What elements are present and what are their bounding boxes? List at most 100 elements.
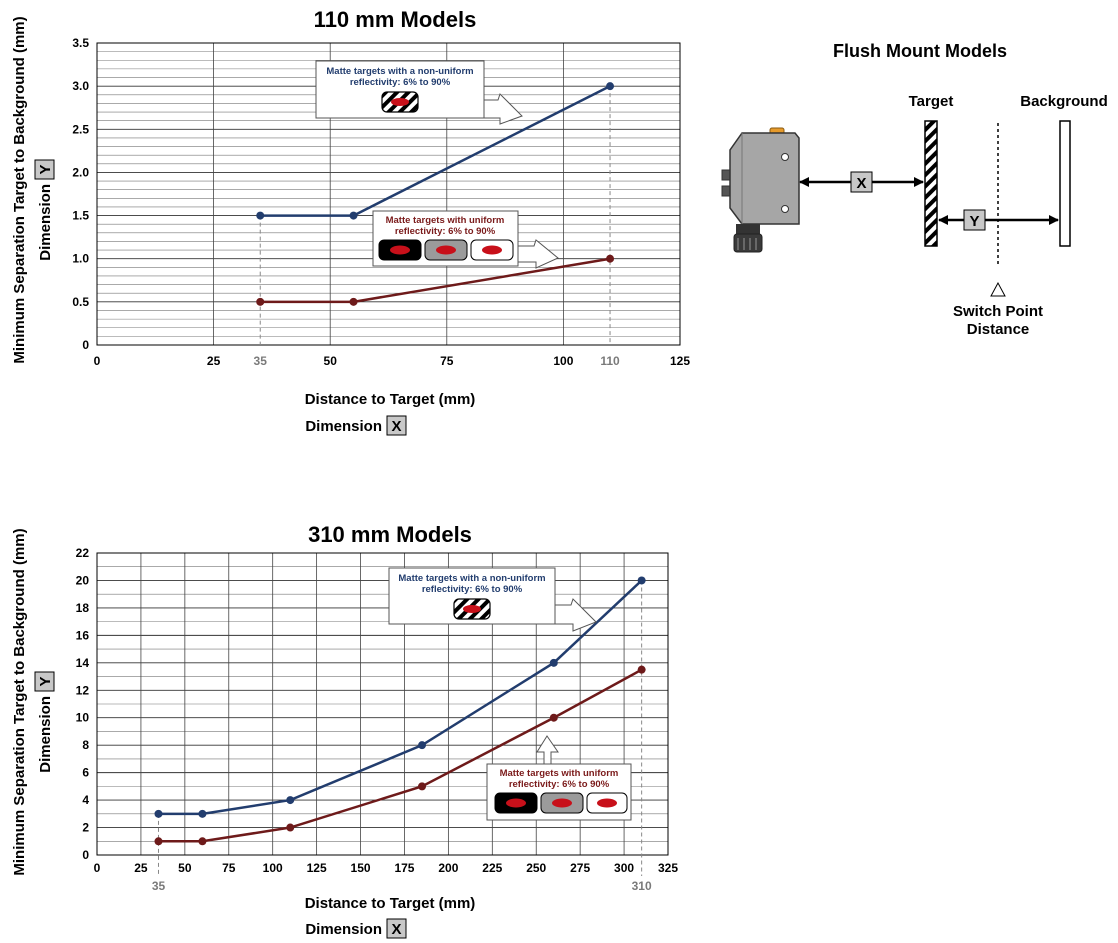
y-tick-label: 0: [82, 338, 89, 352]
x-extra-tick-label: 310: [632, 879, 652, 893]
x-tick-label: 175: [394, 861, 414, 875]
series-0-point: [637, 576, 646, 585]
callout-line-1: Matte targets with a non-uniform: [326, 66, 473, 77]
x-dimension-letter: X: [856, 175, 866, 192]
series-line-0: [158, 579, 643, 816]
sensor-side-button-icon: [721, 169, 731, 181]
x-tick-label: 150: [351, 861, 371, 875]
series-1-point: [198, 837, 207, 846]
x-tick-label: 25: [134, 861, 148, 875]
series-0-point: [418, 741, 427, 750]
x-tick-label: 0: [94, 354, 101, 368]
y-dimension-box: [963, 209, 986, 231]
diagram-target-label: Target: [909, 93, 954, 110]
light-spot-icon: [463, 605, 481, 613]
chart-110mm-series: [256, 82, 615, 306]
y-tick-label: 12: [76, 683, 90, 697]
y-tick-label: 2.0: [72, 165, 89, 179]
light-spot-icon: [506, 798, 526, 808]
chart-310mm-ylabel-dim-group: Dimension Y: [34, 671, 55, 773]
callout-arrow-icon: [483, 93, 523, 125]
x-tick-label: 25: [207, 354, 221, 368]
target-icon: [924, 120, 938, 247]
chart-310mm-x-dimension-box: [386, 918, 407, 939]
x-tick-label: 250: [526, 861, 546, 875]
y-tick-label: 0: [82, 848, 89, 862]
series-0-point: [154, 809, 163, 818]
series-1-point: [154, 837, 163, 846]
plot-frame: [96, 552, 669, 856]
x-tick-label: 125: [307, 861, 327, 875]
chart-310mm-y-dimension-letter: Y: [37, 676, 54, 686]
x-tick-label: 275: [570, 861, 590, 875]
y-tick-label: 8: [82, 738, 89, 752]
background-icon: [1059, 120, 1071, 247]
chart-110mm-callout-nonuniform: Matte targets with a non-uniform reflect…: [315, 60, 523, 125]
sensor-side-button-icon: [721, 185, 731, 197]
chart-110mm-dashed-markers: [259, 86, 611, 345]
chart-110mm-callout-uniform: Matte targets with uniform reflectivity:…: [372, 210, 559, 269]
flush-mount-diagram: Flush Mount Models Target Background Swi…: [721, 41, 1108, 338]
sensor-icon: [721, 127, 800, 253]
chart-110mm-x-dimension-letter: X: [391, 418, 401, 435]
chart-310mm-ylabel-group: Minimum Separation Target to Background …: [11, 528, 28, 875]
series-0-point: [349, 211, 358, 220]
series-1-point: [606, 254, 615, 263]
x-tick-label: 50: [178, 861, 192, 875]
x-tick-label: 75: [222, 861, 236, 875]
light-spot-icon: [436, 245, 456, 255]
chart-310mm-ylabel-dimension: Dimension: [37, 696, 54, 773]
y-tick-label: 10: [76, 711, 90, 725]
callout-line-2: reflectivity: 6% to 90%: [509, 779, 610, 790]
sensor-lens-icon: [781, 205, 789, 213]
chart-110mm-y-dimension-box: [34, 159, 55, 180]
switch-point-triangle-icon: [990, 281, 1006, 297]
x-tick-label: 300: [614, 861, 634, 875]
callout-line-2: reflectivity: 6% to 90%: [422, 584, 523, 595]
plot-frame: [96, 42, 681, 346]
chart-110mm-x-ticks: 0 25 35 50 75 100 110 125: [94, 354, 691, 368]
series-0-point: [606, 82, 615, 91]
light-spot-icon: [391, 98, 409, 106]
chart-110mm-y-ticks: 0 0.5 1.0 1.5 2.0 2.5 3.0 3.5: [72, 36, 89, 352]
chart-110mm-ylabel: Minimum Separation Target to Background …: [11, 16, 28, 363]
x-tick-label: 0: [94, 861, 101, 875]
y-tick-label: 14: [76, 656, 90, 670]
chart-310mm-xlabel-dimension: Dimension: [305, 921, 382, 938]
chart-310mm-xlabel: Distance to Target (mm): [305, 895, 476, 912]
chart-110mm-xlabel: Distance to Target (mm): [305, 391, 476, 408]
series-1-point: [256, 297, 265, 306]
series-0-point: [256, 211, 265, 220]
y-tick-label: 3.5: [72, 36, 89, 50]
diagram-background-label: Background: [1020, 93, 1108, 110]
y-tick-label: 4: [82, 793, 89, 807]
chart-110mm-title: 110 mm Models: [314, 7, 477, 32]
chart-310mm-ylabel: Minimum Separation Target to Background …: [11, 528, 28, 875]
light-spot-icon: [482, 245, 502, 255]
x-tick-label: 125: [670, 354, 690, 368]
series-1-point: [418, 782, 427, 791]
callout-line-1: Matte targets with a non-uniform: [398, 573, 545, 584]
y-tick-label: 16: [76, 628, 90, 642]
sensor-lens-icon: [781, 153, 789, 161]
chart-110mm-ylabel-dim-group: Dimension Y: [34, 159, 55, 261]
callout-line-2: reflectivity: 6% to 90%: [350, 77, 451, 88]
chart-310mm-y-dimension-box: [34, 671, 55, 692]
light-spot-icon: [390, 245, 410, 255]
switch-point-label-line1: Switch Point: [953, 303, 1043, 320]
chart-310mm-x-ticks: 0 25 50 75 100 125 150 175 200 225 250 275 300 325 35 3…: [94, 861, 679, 893]
y-tick-label: 18: [76, 601, 90, 615]
callout-arrow-icon: [516, 239, 559, 269]
y-tick-label: 20: [76, 573, 90, 587]
series-1-point: [637, 665, 646, 674]
chart-110mm-ylabel-dimension: Dimension: [37, 184, 54, 261]
y-tick-label: 1.5: [72, 209, 89, 223]
chart-110mm-x-dimension-box: [386, 415, 407, 436]
chart-310mm-dashed-markers: [157, 580, 643, 876]
switch-point-label-line2: Distance: [967, 321, 1030, 338]
sensor-connector-icon: [736, 224, 760, 234]
y-dimension-letter: Y: [969, 213, 979, 230]
x-tick-label: 35: [254, 354, 268, 368]
series-1-point: [286, 823, 295, 832]
x-tick-label: 110: [600, 354, 620, 368]
